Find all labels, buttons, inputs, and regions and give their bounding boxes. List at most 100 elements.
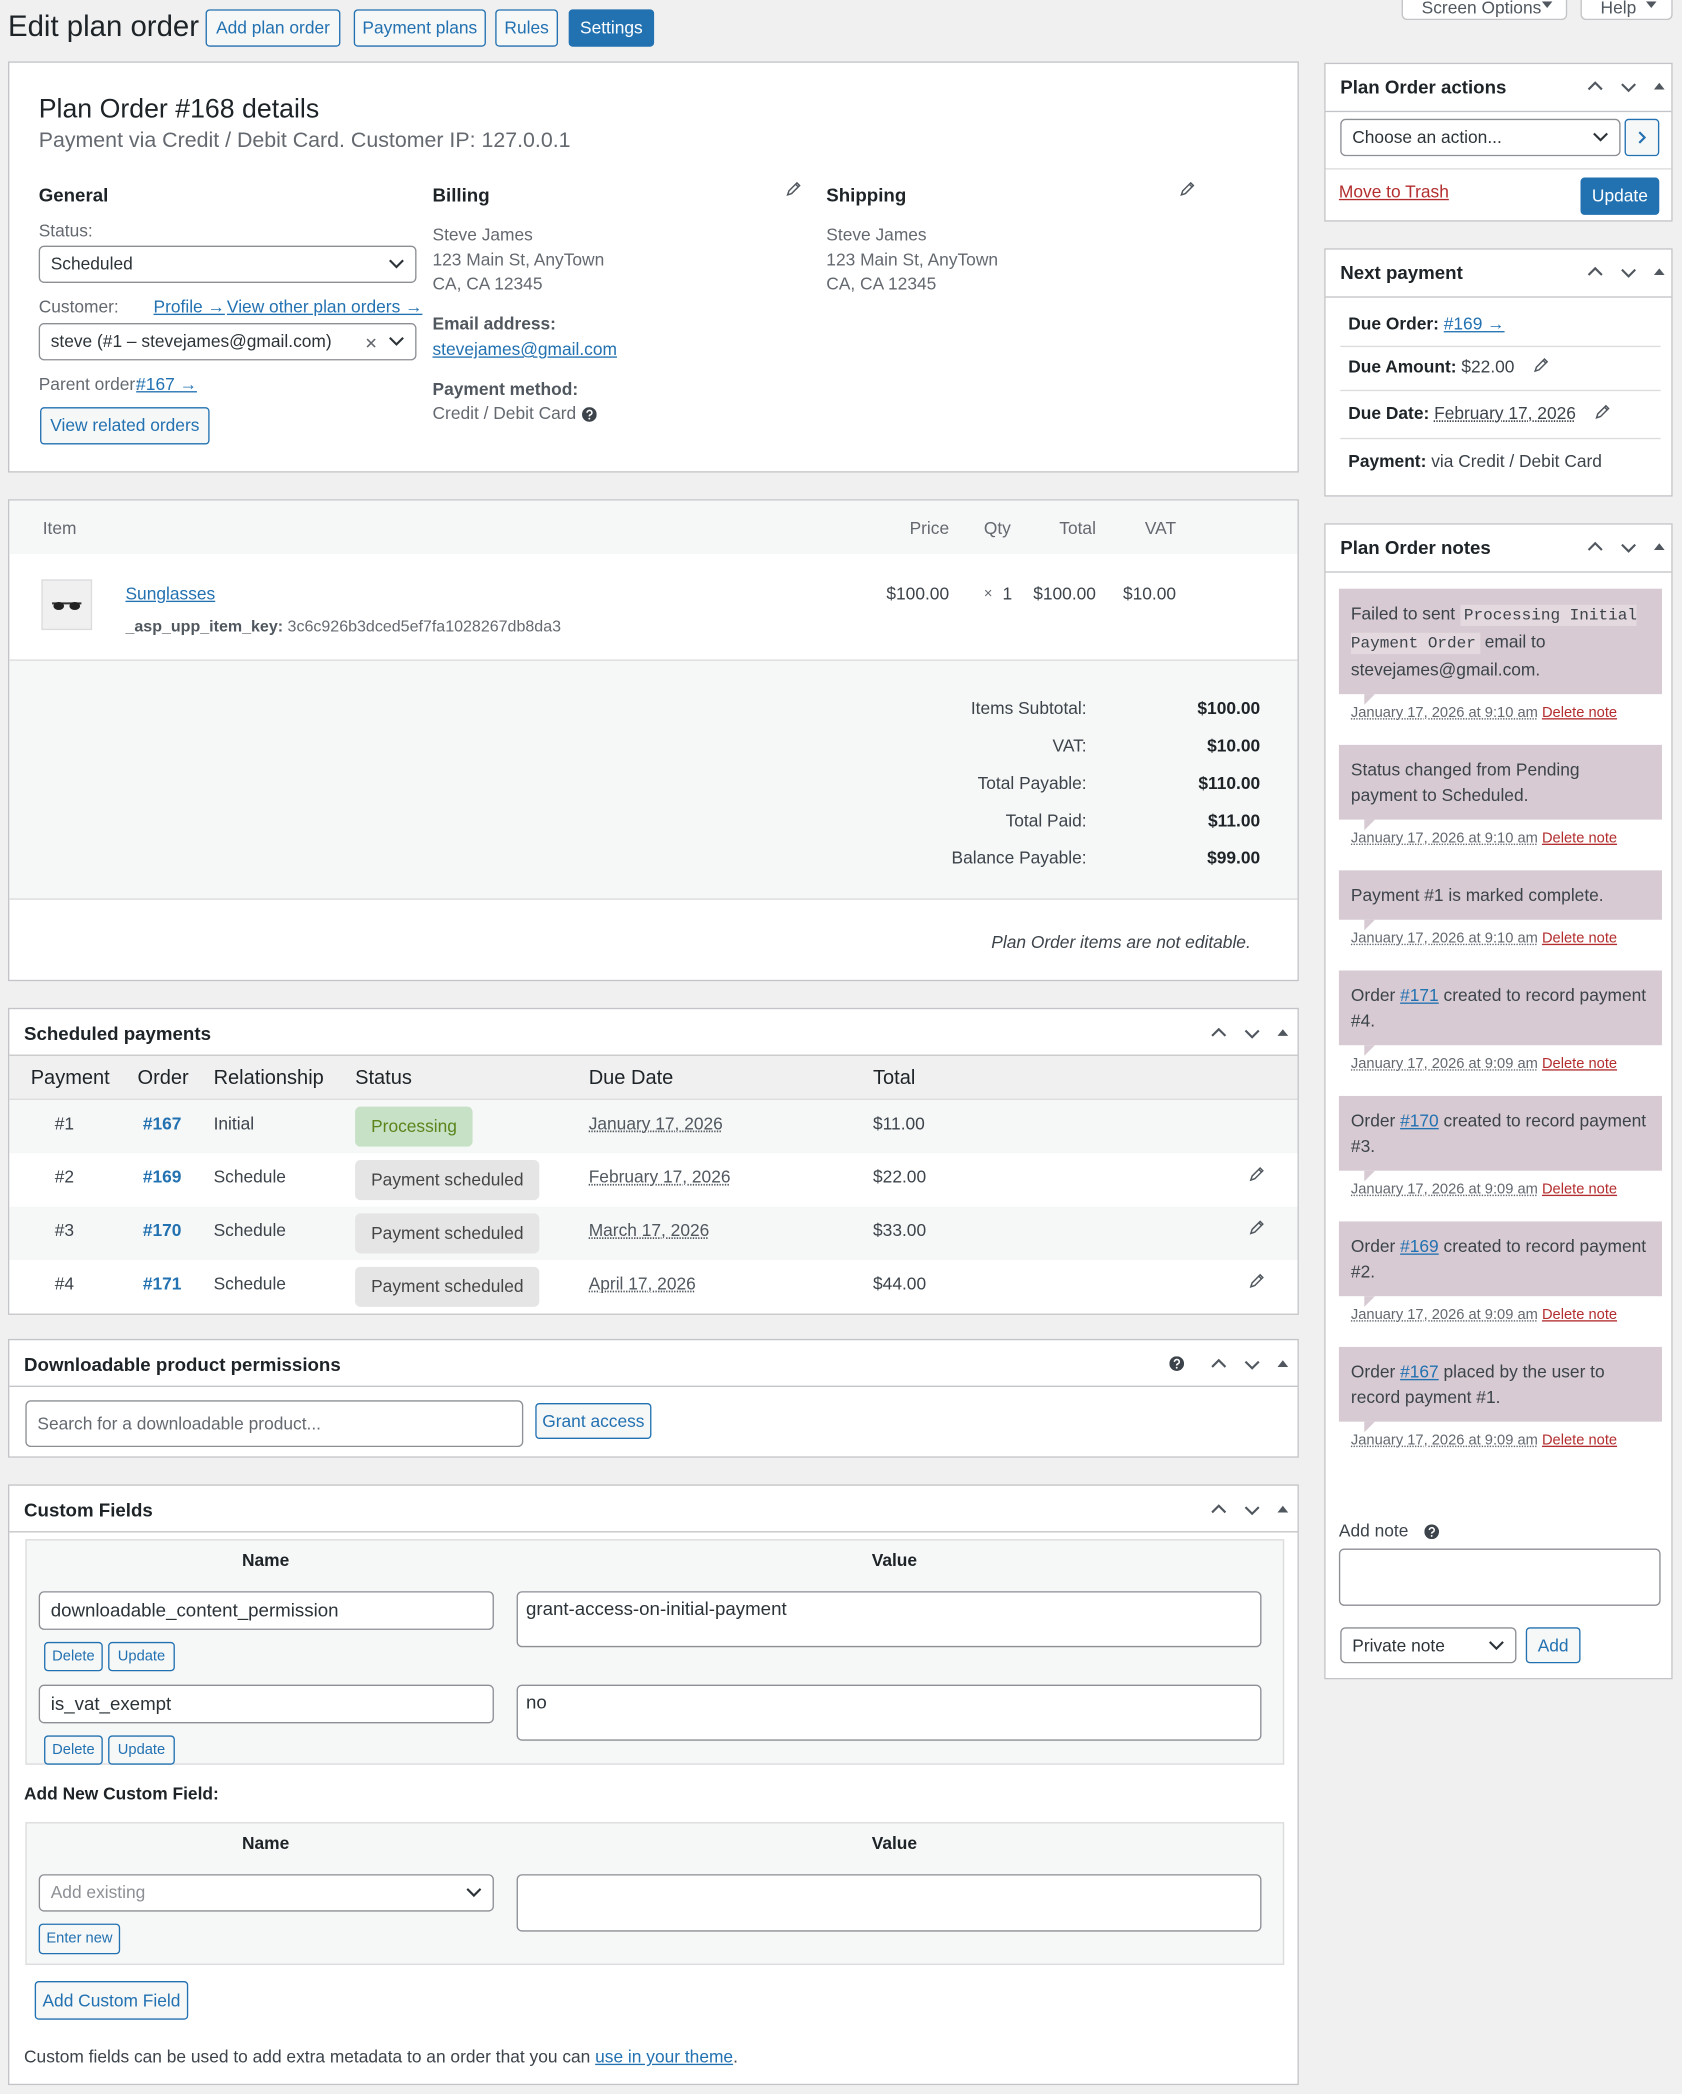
update-field-button[interactable]: Update (108, 1735, 175, 1765)
update-button[interactable]: Update (1580, 177, 1660, 215)
relationship: Initial (213, 1113, 255, 1134)
rules-button[interactable]: Rules (495, 9, 558, 47)
delete-field-button[interactable]: Delete (44, 1735, 103, 1765)
collapse[interactable] (1275, 1356, 1291, 1372)
note-type-select[interactable]: Private note (1340, 1627, 1517, 1664)
help-icon[interactable] (1424, 1524, 1440, 1540)
item-name-link[interactable]: Sunglasses (125, 583, 216, 604)
move-up[interactable] (1587, 264, 1603, 280)
clear-icon[interactable] (366, 338, 377, 349)
note-textarea[interactable] (1338, 1548, 1661, 1606)
trash-link[interactable]: Move to Trash (1338, 181, 1449, 202)
move-up[interactable] (1587, 79, 1603, 95)
delete-note-link[interactable]: Delete note (1541, 1306, 1618, 1323)
status-badge: Payment scheduled (355, 1266, 540, 1307)
collapse[interactable] (1275, 1025, 1291, 1041)
action-placeholder: Choose an action... (1352, 126, 1502, 147)
field-value-textarea[interactable]: no (516, 1684, 1262, 1741)
item-vat: $10.00 (1122, 583, 1177, 604)
delete-note-link[interactable]: Delete note (1541, 930, 1618, 947)
move-down[interactable] (1621, 79, 1637, 95)
customer-select[interactable]: steve (#1 – stevejames@gmail.com) (38, 323, 417, 361)
edit-icon[interactable] (1594, 404, 1610, 419)
action-select[interactable]: Choose an action... (1340, 118, 1621, 157)
move-up[interactable] (1587, 539, 1603, 555)
help-label: Help (1600, 0, 1637, 18)
grant-access-button[interactable]: Grant access (535, 1402, 652, 1440)
move-up[interactable] (1211, 1025, 1227, 1041)
move-down[interactable] (1621, 264, 1637, 280)
move-up[interactable] (1211, 1502, 1227, 1518)
enter-new-button[interactable]: Enter new (38, 1923, 121, 1955)
totals-area: Items Subtotal: $100.00 VAT: $10.00 Total Pa… (9, 659, 1298, 900)
move-down[interactable] (1621, 539, 1637, 555)
move-up[interactable] (1211, 1356, 1227, 1372)
select-arrow (466, 1888, 482, 1898)
add-custom-field-button[interactable]: Add Custom Field (34, 1980, 189, 2020)
note-link[interactable]: #167 (1400, 1361, 1439, 1382)
email-link[interactable]: stevejames@gmail.com (432, 339, 617, 360)
order-link[interactable]: #170 (142, 1220, 182, 1241)
payment-plans-button[interactable]: Payment plans (353, 9, 486, 47)
edit-icon[interactable] (1533, 358, 1548, 373)
add-existing-select[interactable]: Add existing (38, 1874, 494, 1912)
move-down[interactable] (1244, 1356, 1260, 1372)
delete-field-button[interactable]: Delete (44, 1641, 103, 1672)
delete-note-link[interactable]: Delete note (1541, 830, 1618, 847)
collapse[interactable] (1651, 264, 1667, 280)
item-price: $100.00 (886, 583, 950, 604)
collapse[interactable] (1275, 1502, 1291, 1518)
theme-link[interactable]: use in your theme (595, 2046, 734, 2067)
note-text: Payment #1 is marked complete. (1350, 885, 1604, 906)
help-icon[interactable] (1169, 1356, 1185, 1371)
items-note: Plan Order items are not editable. (991, 931, 1251, 952)
details-title: Plan Order #168 details (38, 94, 320, 125)
order-link[interactable]: #169 (142, 1166, 182, 1187)
move-down[interactable] (1244, 1025, 1260, 1041)
settings-button[interactable]: Settings (568, 9, 655, 47)
note-bubble: Order #169 created to record payment #2. (1338, 1221, 1662, 1297)
edit-payment-icon[interactable] (1249, 1220, 1265, 1236)
edit-billing-icon[interactable] (786, 181, 801, 197)
edit-shipping-icon[interactable] (1180, 181, 1195, 197)
note-link[interactable]: #169 (1400, 1236, 1439, 1257)
update-field-button[interactable]: Update (108, 1641, 175, 1672)
view-related-orders-button[interactable]: View related orders (40, 407, 210, 445)
order-link[interactable]: #167 (142, 1113, 182, 1134)
help-icon[interactable] (582, 407, 597, 422)
field-value-textarea[interactable]: grant-access-on-initial-payment (516, 1591, 1262, 1648)
delete-note-link[interactable]: Delete note (1541, 704, 1618, 721)
delete-note-link[interactable]: Delete note (1541, 1181, 1618, 1198)
apply-action-button[interactable] (1624, 118, 1660, 157)
other-orders-link[interactable]: View other plan orders → (226, 296, 423, 317)
field-name-input[interactable]: downloadable_content_permission (38, 1591, 494, 1630)
add-note-button[interactable]: Add (1525, 1627, 1581, 1664)
edit-payment-icon[interactable] (1249, 1166, 1265, 1183)
collapse[interactable] (1651, 539, 1667, 555)
note-link[interactable]: #171 (1400, 985, 1439, 1006)
new-value-textarea[interactable] (516, 1874, 1262, 1932)
custom-fields-footer: Custom fields can be used to add extra m… (24, 2045, 738, 2069)
download-search[interactable]: Search for a downloadable product... (25, 1400, 524, 1448)
status-select[interactable]: Scheduled (38, 245, 417, 283)
parent-order-link[interactable]: #167 → (136, 373, 197, 394)
payment-number: #1 (54, 1113, 75, 1134)
move-down[interactable] (1244, 1502, 1260, 1518)
add-plan-order-button[interactable]: Add plan order (205, 9, 341, 47)
chevron-right (1638, 131, 1647, 144)
collapse[interactable] (1651, 79, 1667, 95)
screen-options-tab[interactable]: Screen Options (1401, 0, 1568, 21)
delete-note-link[interactable]: Delete note (1541, 1055, 1618, 1072)
row-value[interactable]: #169 → (1443, 313, 1505, 334)
note-link[interactable]: #170 (1400, 1110, 1439, 1131)
customer-label: Customer: (38, 296, 119, 317)
order-link[interactable]: #171 (142, 1273, 182, 1294)
delete-note-link[interactable]: Delete note (1541, 1432, 1618, 1449)
table-header (9, 1055, 1298, 1100)
edit-payment-icon[interactable] (1249, 1273, 1265, 1289)
order-details-panel: Plan Order #168 details Payment via Cred… (8, 61, 1299, 473)
profile-link[interactable]: Profile → (153, 296, 225, 317)
help-tab[interactable]: Help (1580, 0, 1673, 21)
field-name-input[interactable]: is_vat_exempt (38, 1684, 494, 1724)
shipping-city: CA, CA 12345 (826, 273, 937, 294)
